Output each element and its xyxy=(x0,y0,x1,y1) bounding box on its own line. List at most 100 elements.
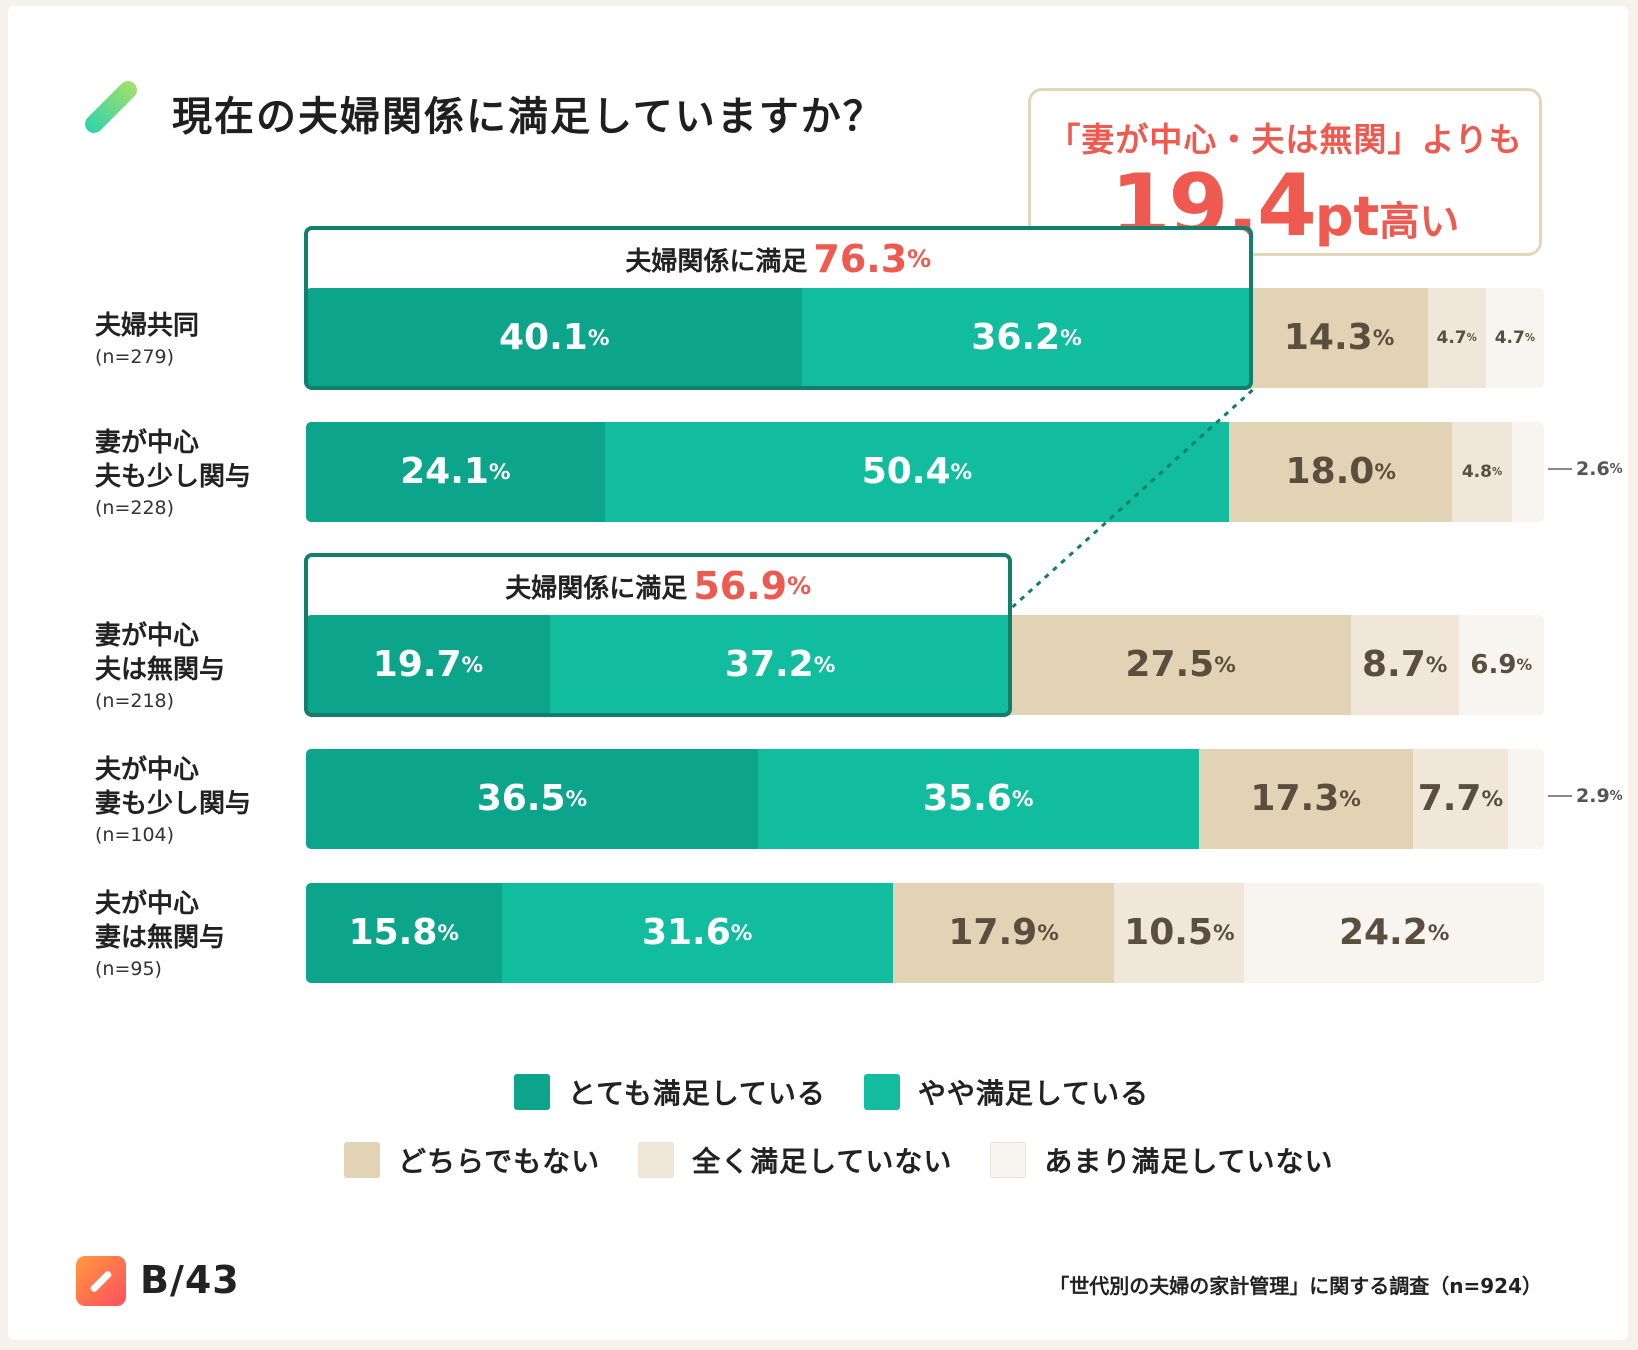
segment-value-label: 15.8 xyxy=(348,912,438,953)
segment-percent-sign: % xyxy=(587,325,610,351)
bar-segment-not_at_all: 4.8% xyxy=(1452,422,1512,522)
segment-percent-sign: % xyxy=(1372,325,1395,351)
segment-percent-sign: % xyxy=(1037,920,1059,946)
bar-segment-not_at_all: 4.7% xyxy=(1427,288,1486,388)
segment-outside-label: 2.6% xyxy=(1548,458,1623,480)
bar-segment-neither: 17.9% xyxy=(892,883,1115,983)
row-label-1: 妻が中心 夫も少し関与 (n=228) xyxy=(95,426,251,522)
segment-value-label: 19.7 xyxy=(372,644,462,685)
segment-value-label: 35.6 xyxy=(922,778,1012,819)
bar-segment-somewhat_satisfied: 31.6% xyxy=(501,883,893,983)
segment-value-label: 18.0 xyxy=(1285,451,1375,492)
segment-percent-sign: % xyxy=(1425,652,1448,678)
bar-segment-not_very xyxy=(1508,749,1544,849)
legend-item-somewhat_satisfied: やや満足している xyxy=(863,1072,1149,1112)
segment-value-label: 2.6 xyxy=(1576,458,1610,480)
segment-value-label: 10.5 xyxy=(1124,912,1213,953)
stacked-bar-0: 40.1% 36.2% 14.3% 4.7% 4.7% xyxy=(306,288,1544,388)
satisfied-frame-1: 夫婦関係に満足 56.9% xyxy=(304,553,1013,717)
segment-percent-sign: % xyxy=(950,459,973,485)
bar-segment-not_very: 24.2% xyxy=(1244,883,1544,983)
legend-row-1: とても満足している やや満足している xyxy=(514,1072,1187,1112)
legend-label: とても満足している xyxy=(568,1077,826,1110)
segment-percent-sign: % xyxy=(1060,325,1082,351)
segment-value-label: 14.3 xyxy=(1283,317,1373,358)
bar-segment-very_satisfied: 36.5% xyxy=(306,749,758,849)
callout-unit: pt xyxy=(1314,185,1380,248)
segment-percent-sign: % xyxy=(1214,652,1236,678)
segment-percent-sign: % xyxy=(1491,466,1503,478)
callout-text: 「妻が中心・夫は無関」よりも xyxy=(1047,120,1523,159)
segment-value-label: 4.7 xyxy=(1436,327,1467,348)
segment-percent-sign: % xyxy=(461,652,484,678)
bar-segment-somewhat_satisfied: 36.2% xyxy=(802,288,1251,388)
satisfied-total-label: 夫婦関係に満足 76.3% xyxy=(308,230,1249,288)
bar-segment-not_very xyxy=(1511,422,1544,522)
segment-percent-sign: % xyxy=(1524,332,1536,344)
satisfied-percent-sign: % xyxy=(787,572,812,600)
legend-item-not_very: あまり満足していない xyxy=(990,1140,1333,1180)
segment-percent-sign: % xyxy=(1339,786,1361,812)
bar-segment-very_satisfied: 15.8% xyxy=(306,883,502,983)
segment-value-label: 17.9 xyxy=(948,912,1038,953)
legend-label: 全く満足していない xyxy=(692,1145,953,1178)
bar-segment-somewhat_satisfied: 50.4% xyxy=(604,422,1230,522)
satisfied-label-text: 夫婦関係に満足 xyxy=(625,246,808,277)
row-label-2: 妻が中心 夫は無関与 (n=218) xyxy=(95,619,225,715)
brand-name: B/43 xyxy=(140,1258,240,1302)
bar-segment-neither: 18.0% xyxy=(1229,422,1453,522)
stacked-bar-1: 24.1% 50.4% 18.0% 4.8% xyxy=(306,422,1544,522)
row-sample-size: (n=218) xyxy=(95,690,175,712)
row-label-line1: 妻が中心 xyxy=(95,621,200,651)
segment-value-label: 27.5 xyxy=(1125,644,1215,685)
bar-segment-not_at_all: 10.5% xyxy=(1114,883,1245,983)
stacked-bar-4: 15.8% 31.6% 17.9% 10.5% 24.2% xyxy=(306,883,1544,983)
bar-segment-not_very: 6.9% xyxy=(1458,615,1544,715)
legend-swatch xyxy=(638,1142,675,1178)
bar-segment-neither: 17.3% xyxy=(1198,749,1413,849)
satisfied-total-value: 56.9 xyxy=(693,564,788,608)
bar-segment-not_at_all: 8.7% xyxy=(1350,615,1459,715)
bar-segment-somewhat_satisfied: 37.2% xyxy=(549,615,1011,715)
segment-value-label: 31.6 xyxy=(641,912,731,953)
leader-line xyxy=(1548,795,1572,797)
row-sample-size: (n=279) xyxy=(95,346,175,368)
segment-percent-sign: % xyxy=(1466,332,1477,344)
segment-percent-sign: % xyxy=(1427,920,1450,946)
leader-line xyxy=(1548,468,1572,470)
bar-segment-very_satisfied: 19.7% xyxy=(306,615,550,715)
satisfied-percent-sign: % xyxy=(907,245,932,273)
legend-row-2: どちらでもない 全く満足していない あまり満足していない xyxy=(344,1140,1372,1180)
segment-value-label: 6.9 xyxy=(1470,650,1517,680)
source-note: 「世代別の夫婦の家計管理」に関する調査（n=924） xyxy=(1049,1274,1542,1298)
segment-value-label: 17.3 xyxy=(1250,778,1340,819)
legend-item-neither: どちらでもない xyxy=(344,1140,600,1180)
chart-title: 現在の夫婦関係に満足していますか？ xyxy=(172,94,885,140)
legend-label: あまり満足していない xyxy=(1044,1145,1334,1178)
row-label-line2: 妻も少し関与 xyxy=(95,789,252,819)
segment-value-label: 4.7 xyxy=(1494,327,1525,348)
segment-percent-sign: % xyxy=(565,786,588,812)
row-label-line1: 夫が中心 xyxy=(95,889,200,919)
segment-percent-sign: % xyxy=(730,920,753,946)
callout-value-line: 19.4pt高い xyxy=(1031,163,1539,249)
segment-value-label: 36.5 xyxy=(476,778,566,819)
legend-item-very_satisfied: とても満足している xyxy=(514,1072,826,1112)
bar-segment-somewhat_satisfied: 35.6% xyxy=(757,749,1199,849)
segment-percent-sign: % xyxy=(1516,656,1533,674)
segment-value-label: 50.4 xyxy=(861,451,951,492)
segment-value-label: 7.7 xyxy=(1417,778,1482,819)
segment-percent-sign: % xyxy=(488,459,511,485)
satisfied-frame-0: 夫婦関係に満足 76.3% xyxy=(304,226,1253,390)
segment-value-label: 8.7 xyxy=(1361,644,1426,685)
bar-segment-not_at_all: 7.7% xyxy=(1412,749,1509,849)
row-label-line1: 妻が中心 xyxy=(95,428,200,458)
segment-value-label: 4.8 xyxy=(1461,461,1492,482)
legend-swatch xyxy=(863,1074,900,1110)
row-label-0: 夫婦共同 (n=279) xyxy=(95,309,199,371)
segment-value-label: 40.1 xyxy=(498,317,588,358)
legend-item-not_at_all: 全く満足していない xyxy=(638,1140,952,1180)
row-sample-size: (n=95) xyxy=(95,958,162,980)
stacked-bar-3: 36.5% 35.6% 17.3% 7.7% xyxy=(306,749,1544,849)
satisfied-label-text: 夫婦関係に満足 xyxy=(505,573,688,604)
